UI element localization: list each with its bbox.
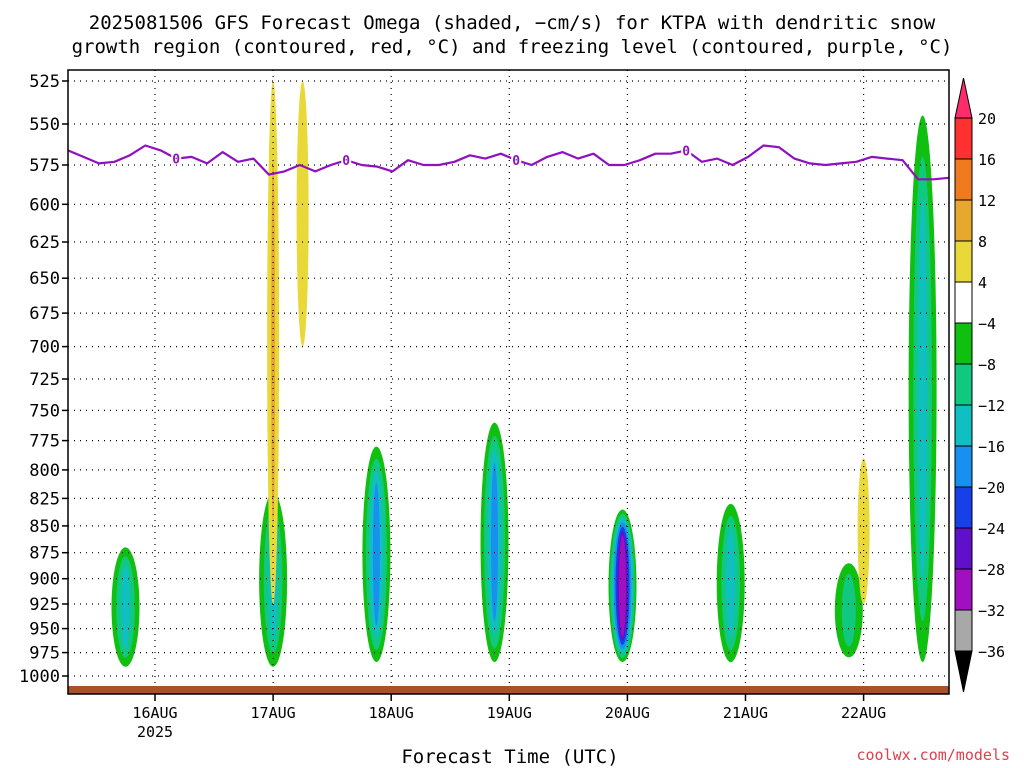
x-tick-label: 20AUG <box>605 704 650 722</box>
colorbar-bottom-arrow <box>954 650 973 693</box>
y-tick-label: 725 <box>29 370 60 390</box>
omega-cell <box>271 159 276 526</box>
credit-text: coolwx.com/models <box>856 746 1010 764</box>
omega-cell <box>491 463 498 622</box>
freezing-level-contour: 0 0 0 0 <box>68 143 949 181</box>
colorbar-segment <box>954 445 973 488</box>
y-tick-label: 925 <box>29 595 60 615</box>
colorbar-segment <box>954 609 973 652</box>
colorbar-segment <box>954 322 973 365</box>
y-tick-label: 900 <box>29 570 60 590</box>
y-tick-label: 825 <box>29 489 60 509</box>
y-tick-label: 950 <box>29 620 60 640</box>
colorbar-level-label: −36 <box>978 643 1005 661</box>
freezing-label-bg <box>511 153 522 167</box>
freezing-label-bg <box>171 151 182 165</box>
omega-cell <box>726 527 736 639</box>
colorbar-level-label: 8 <box>978 233 987 251</box>
y-tick-label: 700 <box>29 338 60 358</box>
freezing-level-line <box>68 144 949 181</box>
colorbar-segment <box>954 158 973 201</box>
x-axis-title: Forecast Time (UTC) <box>401 746 618 768</box>
colorbar-level-label: −24 <box>978 520 1005 538</box>
y-tick-label: 1000 <box>19 667 60 687</box>
x-tick-label: 18AUG <box>369 704 414 722</box>
colorbar-segment <box>954 240 973 283</box>
colorbar-level-label: −20 <box>978 479 1005 497</box>
colorbar-segment <box>954 404 973 447</box>
freezing-label-bg <box>341 153 352 167</box>
colorbar-segment <box>954 486 973 529</box>
plot-frame <box>67 69 950 695</box>
y-tick-label: 875 <box>29 544 60 564</box>
y-tick-label: 675 <box>29 304 60 324</box>
freezing-level-label: 0 <box>172 153 180 168</box>
x-year-label: 2025 <box>137 723 173 741</box>
omega-cell <box>860 474 867 588</box>
gridlines <box>68 70 949 694</box>
y-tick-label: 525 <box>29 72 60 92</box>
colorbar-top-arrow <box>954 77 973 119</box>
x-tick-label: 22AUG <box>841 704 886 722</box>
x-tick-label: 16AUG <box>132 704 177 722</box>
y-tick-label: 975 <box>29 644 60 664</box>
colorbar-segment <box>954 117 973 160</box>
omega-shading <box>111 81 937 667</box>
freezing-label-bg <box>681 143 692 157</box>
colorbar-level-label: 20 <box>978 110 996 128</box>
colorbar-level-label: −32 <box>978 602 1005 620</box>
y-tick-label: 650 <box>29 269 60 289</box>
freezing-level-label: 0 <box>682 144 690 159</box>
omega-cell <box>299 110 306 317</box>
colorbar-level-label: −16 <box>978 438 1005 456</box>
x-tick-label: 21AUG <box>723 704 768 722</box>
colorbar-segment <box>954 281 973 324</box>
y-tick-label: 600 <box>29 195 60 215</box>
omega-cell <box>372 482 380 626</box>
omega-cell <box>841 573 856 647</box>
omega-cell <box>917 197 928 581</box>
chart-title: 2025081506 GFS Forecast Omega (shaded, −… <box>72 12 953 58</box>
y-tick-label: 575 <box>29 156 60 176</box>
ground-terrain <box>68 686 949 694</box>
x-tick-label: 19AUG <box>487 704 532 722</box>
colorbar-segment <box>954 568 973 611</box>
omega-cell <box>620 539 625 632</box>
colorbar-level-label: −12 <box>978 397 1005 415</box>
freezing-level-label: 0 <box>342 154 350 169</box>
colorbar: 20 16 12 8 4 −4 −8 −12 −16 −20 −24 −28 −32 −36 <box>954 77 1005 693</box>
colorbar-level-label: −4 <box>978 315 996 333</box>
colorbar-level-label: 4 <box>978 274 987 292</box>
title-line-2: growth region (contoured, red, °C) and f… <box>72 36 953 58</box>
y-tick-label: 625 <box>29 233 60 253</box>
colorbar-segment <box>954 199 973 242</box>
y-tick-label: 750 <box>29 401 60 421</box>
title-line-1: 2025081506 GFS Forecast Omega (shaded, −… <box>89 12 936 34</box>
y-tick-label: 850 <box>29 517 60 537</box>
colorbar-segment <box>954 527 973 570</box>
colorbar-level-label: −8 <box>978 356 996 374</box>
x-axis-ticks: 16AUG 17AUG 18AUG 19AUG 20AUG 21AUG 22AUG 2025 <box>132 694 886 741</box>
y-tick-label: 550 <box>29 115 60 135</box>
colorbar-level-label: 12 <box>978 192 996 210</box>
y-tick-label: 775 <box>29 432 60 452</box>
y-axis-ticks: 525 550 575 600 625 650 675 700 725 750 775 800 825 8… <box>19 72 68 687</box>
freezing-level-label: 0 <box>512 154 520 169</box>
x-tick-label: 17AUG <box>251 704 296 722</box>
colorbar-level-label: −28 <box>978 561 1005 579</box>
y-tick-label: 800 <box>29 461 60 481</box>
colorbar-level-label: 16 <box>978 151 996 169</box>
omega-cell <box>120 565 131 649</box>
plot-area: 0 0 0 0 525 550 575 600 625 650 675 700 725 750 775 80… <box>19 69 950 741</box>
colorbar-segment <box>954 363 973 406</box>
